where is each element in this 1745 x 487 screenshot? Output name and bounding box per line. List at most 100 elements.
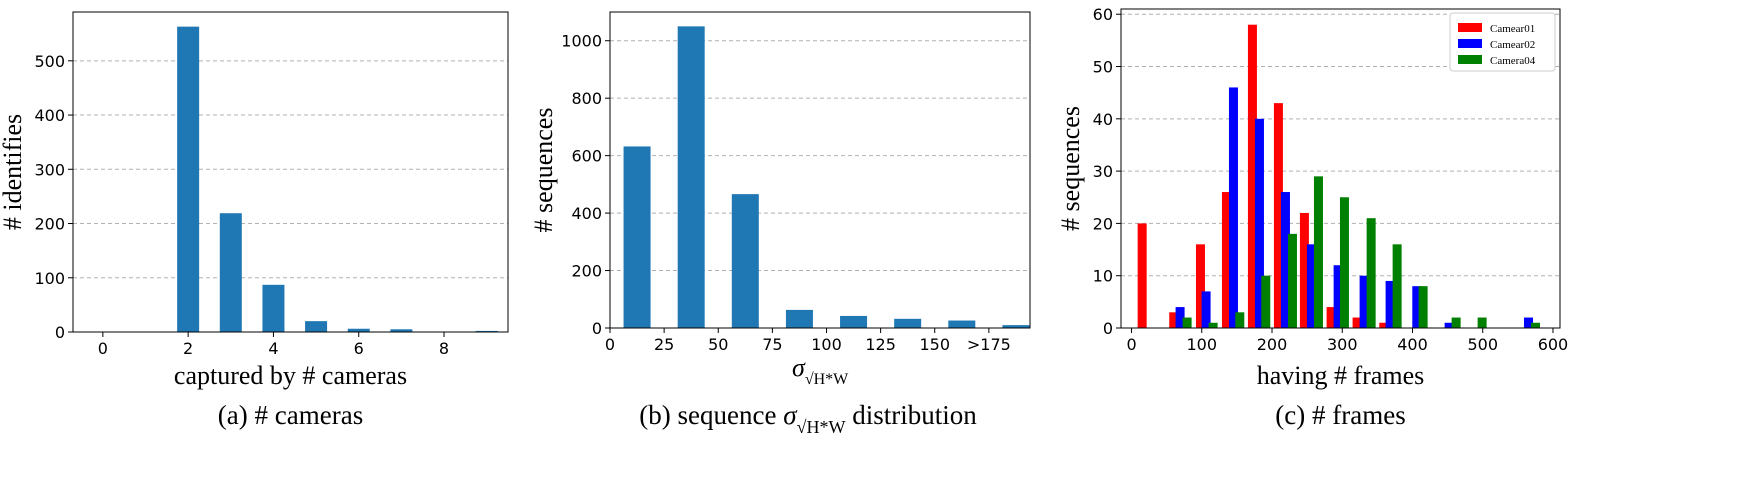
bar-camear01 [1247, 24, 1257, 328]
x-tick-label: 600 [1538, 335, 1569, 354]
bar-camear02 [1523, 317, 1533, 328]
y-tick-label: 20 [1093, 214, 1113, 233]
bar-camear02 [1228, 87, 1238, 328]
bar-camera04 [1339, 197, 1349, 328]
bar [347, 328, 370, 332]
bar-camear01 [1379, 322, 1389, 328]
bar-camera04 [1261, 275, 1271, 328]
bar-camera04 [1182, 317, 1192, 328]
bar-camera04 [1287, 233, 1297, 328]
y-tick-label: 100 [34, 269, 65, 288]
y-tick-label: 500 [34, 52, 65, 71]
bar [262, 284, 285, 332]
bar-camear01 [1326, 307, 1336, 328]
legend-label: Camear02 [1490, 39, 1535, 51]
y-tick-label: 0 [592, 319, 602, 338]
bar-camear02 [1359, 275, 1369, 328]
bar-camera04 [1451, 317, 1461, 328]
plot-frame [72, 11, 509, 333]
y-tick-label: 1000 [561, 32, 602, 51]
chart-caption: (b) sequence σ√H*W distribution [639, 400, 977, 437]
bar-camear01 [1137, 223, 1147, 328]
legend-swatch [1458, 23, 1482, 32]
bar-camear02 [1385, 280, 1395, 328]
bar-camera04 [1392, 244, 1402, 328]
legend-label: Camear01 [1490, 23, 1535, 35]
y-tick-label: 300 [34, 160, 65, 179]
bar-camera04 [1313, 176, 1323, 328]
plot-frame [1120, 8, 1561, 329]
x-tick-label: >175 [967, 335, 1011, 354]
y-axis-label: # identifies [0, 114, 27, 230]
x-tick-label: 25 [654, 335, 674, 354]
bar [948, 320, 976, 328]
bar-camear02 [1333, 265, 1343, 328]
chart-caption: (a) # cameras [218, 400, 363, 430]
bar-camear02 [1412, 286, 1422, 328]
x-axis-label: captured by # cameras [174, 361, 407, 390]
legend-swatch [1458, 55, 1482, 64]
bar [219, 213, 242, 332]
bar [840, 315, 868, 328]
x-tick-label: 0 [605, 335, 615, 354]
y-tick-label: 40 [1093, 110, 1113, 129]
chart-caption: (c) # frames [1275, 400, 1405, 430]
plot-frame [609, 11, 1031, 329]
y-tick-label: 0 [55, 323, 65, 342]
bar-camear02 [1201, 291, 1211, 328]
y-tick-label: 200 [571, 262, 602, 281]
y-tick-label: 200 [34, 215, 65, 234]
bar-camear02 [1444, 322, 1454, 328]
bar-camera04 [1208, 322, 1218, 328]
bar [677, 26, 705, 328]
bar [390, 329, 413, 332]
x-tick-label: 100 [811, 335, 842, 354]
bar [785, 309, 813, 328]
x-tick-label: 125 [865, 335, 896, 354]
x-tick-label: 2 [183, 339, 193, 358]
bar [305, 321, 328, 332]
x-axis-label: having # frames [1257, 361, 1425, 390]
y-tick-label: 400 [571, 204, 602, 223]
chart-b: 0 25 50 75 100 125 150 >175 0 200 400 600 800 1000 # s… [529, 11, 1031, 437]
bar-camear02 [1254, 118, 1264, 328]
chart-a: 0 2 4 6 8 0 100 200 300 400 500 # identifies capture… [0, 11, 509, 430]
x-tick-label: 0 [98, 339, 108, 358]
y-tick-label: 50 [1093, 58, 1113, 77]
bar [1002, 325, 1030, 328]
bar [894, 318, 922, 328]
bar [731, 194, 759, 328]
bar-camear01 [1221, 192, 1231, 328]
x-tick-label: 150 [919, 335, 950, 354]
y-tick-label: 30 [1093, 162, 1113, 181]
bar-camear02 [1175, 307, 1185, 328]
bar [475, 330, 498, 332]
y-tick-label: 800 [571, 89, 602, 108]
bar [177, 26, 200, 332]
x-tick-label: 50 [708, 335, 728, 354]
legend-label: Camera04 [1490, 55, 1536, 67]
bar-camera04 [1477, 317, 1487, 328]
x-tick-label: 4 [268, 339, 278, 358]
x-tick-label: 75 [762, 335, 782, 354]
bar [623, 146, 651, 328]
chart-c: 0 100 200 300 400 500 600 0 10 20 30 40 50 60 # sequen… [1056, 5, 1568, 430]
bar-camear01 [1169, 312, 1179, 328]
bar-camear02 [1306, 244, 1316, 328]
bar-camear01 [1352, 317, 1362, 328]
bar-camera04 [1530, 322, 1540, 328]
bar-camear01 [1273, 103, 1283, 328]
y-tick-label: 400 [34, 106, 65, 125]
bar-camear01 [1195, 244, 1205, 328]
y-axis-label: # sequences [529, 108, 558, 233]
y-tick-label: 0 [1103, 319, 1113, 338]
x-tick-label: 8 [439, 339, 449, 358]
bar-camera04 [1418, 286, 1428, 328]
x-tick-label: 300 [1327, 335, 1358, 354]
legend-swatch [1458, 39, 1482, 48]
x-tick-label: 400 [1397, 335, 1428, 354]
x-tick-label: 500 [1467, 335, 1498, 354]
y-tick-label: 600 [571, 147, 602, 166]
x-tick-label: 0 [1126, 335, 1136, 354]
